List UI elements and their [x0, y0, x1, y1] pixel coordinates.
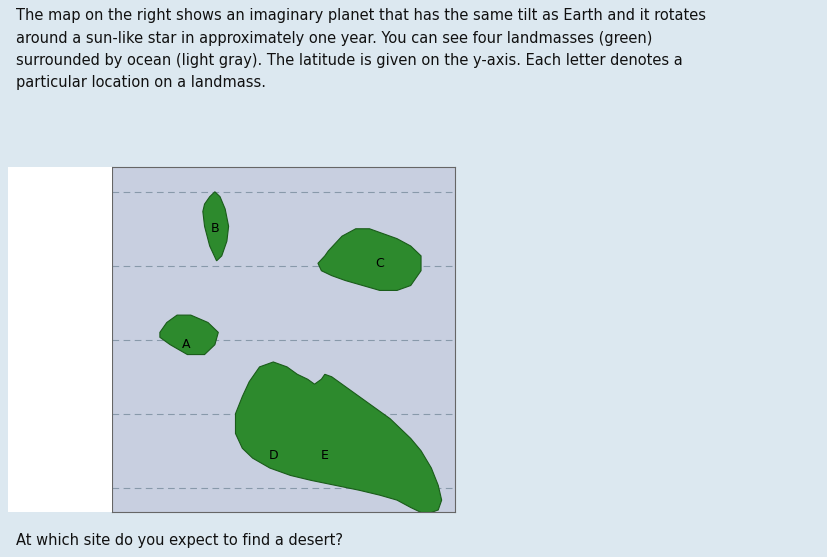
Polygon shape: [160, 315, 218, 355]
Text: A: A: [181, 338, 189, 351]
Text: C: C: [375, 257, 384, 270]
Polygon shape: [235, 362, 441, 512]
Text: The map on the right shows an imaginary planet that has the same tilt as Earth a: The map on the right shows an imaginary …: [17, 8, 705, 90]
Text: At which site do you expect to find a desert?: At which site do you expect to find a de…: [17, 533, 343, 548]
Polygon shape: [318, 229, 421, 290]
Text: D: D: [268, 449, 278, 462]
Text: E: E: [321, 449, 328, 462]
Polygon shape: [203, 192, 228, 261]
Text: B: B: [210, 222, 219, 235]
